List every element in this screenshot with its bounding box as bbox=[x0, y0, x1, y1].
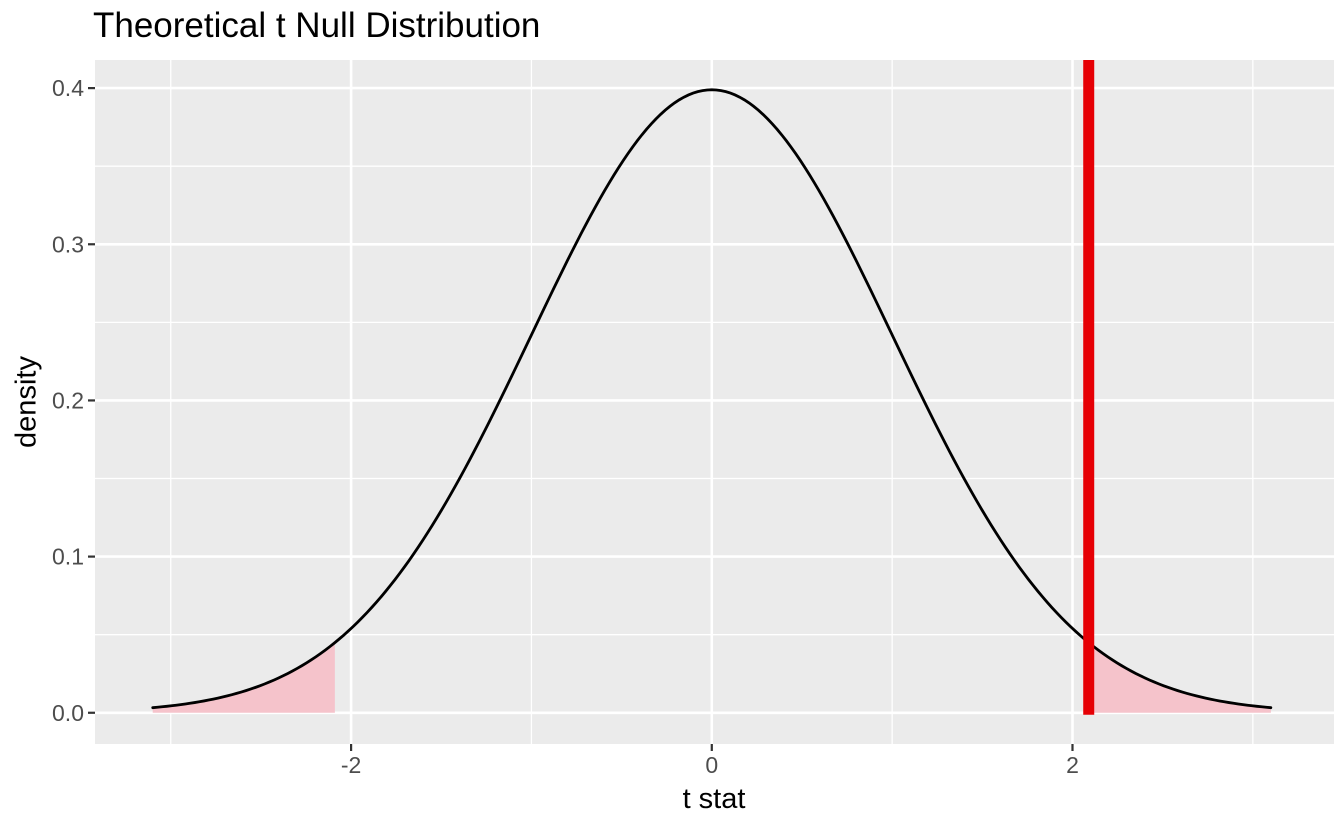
y-tick-label: 0.4 bbox=[52, 75, 84, 101]
shaded-tail-right bbox=[1088, 642, 1271, 713]
y-tick-label: 0.2 bbox=[52, 387, 84, 413]
y-tick-label: 0.0 bbox=[52, 700, 84, 726]
x-axis-title: t stat bbox=[682, 783, 746, 815]
plot-title: Theoretical t Null Distribution bbox=[93, 6, 541, 45]
x-tick-label: 0 bbox=[705, 752, 718, 778]
x-tick-label: -2 bbox=[341, 752, 361, 778]
y-tick-label: 0.3 bbox=[52, 231, 84, 257]
panel-background bbox=[95, 60, 1334, 744]
y-tick-label: 0.1 bbox=[52, 544, 84, 570]
x-tick-label: 2 bbox=[1066, 752, 1079, 778]
shaded-tail-left bbox=[152, 642, 335, 713]
y-axis-title: density bbox=[10, 356, 43, 448]
